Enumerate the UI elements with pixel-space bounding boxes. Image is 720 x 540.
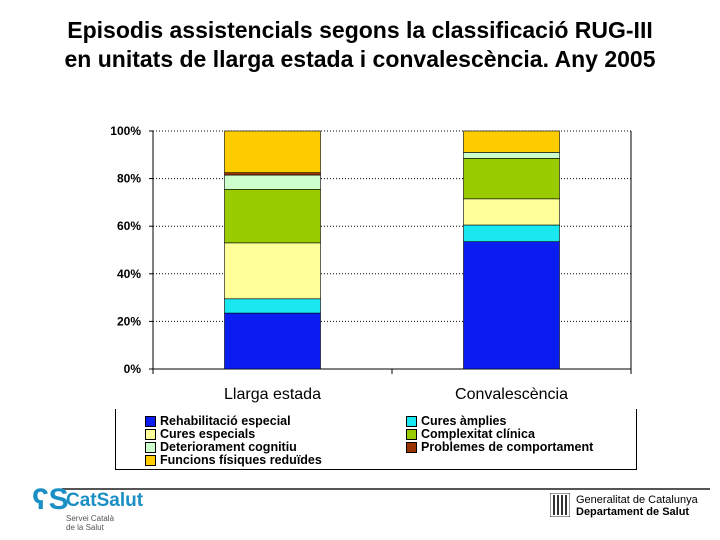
catsalut-subtitle: Servei Català de la Salut (66, 514, 114, 532)
legend-swatch (406, 416, 417, 427)
legend-item: Problemes de comportament (406, 441, 593, 454)
legend-item: Rehabilitació especial (145, 415, 291, 428)
catsalut-name: CatSalut (66, 490, 144, 511)
legend-item: Complexitat clínica (406, 428, 535, 441)
legend-swatch (145, 429, 156, 440)
catsalut-subtitle-line-2: de la Salut (66, 523, 104, 532)
bar-segment (463, 224, 560, 242)
legend-label: Deteriorament cognitiu (160, 440, 297, 454)
bar-segment (224, 172, 321, 176)
y-tick-label: 60% (117, 219, 141, 233)
legend-item: Funcions físiques reduïdes (145, 454, 322, 467)
bar-segment (224, 242, 321, 300)
bar-segment (224, 312, 321, 370)
legend-swatch (406, 442, 417, 453)
bar-segment (463, 152, 560, 159)
y-tick-label: 20% (117, 314, 141, 328)
x-tick-label: Convalescència (455, 386, 568, 403)
title-line-1: Episodis assistencials segons la classif… (67, 17, 653, 43)
legend-label: Funcions físiques reduïdes (160, 453, 322, 467)
generalitat-emblem-icon (550, 493, 570, 517)
bar-segment (463, 130, 560, 153)
bar-segment (463, 158, 560, 200)
legend-label: Cures àmplies (421, 414, 507, 428)
x-tick-label: Llarga estada (224, 386, 321, 403)
department-name: Departament de Salut (576, 506, 690, 518)
legend-label: Rehabilitació especial (160, 414, 291, 428)
bar-segment (463, 198, 560, 226)
bar-segment (463, 241, 560, 370)
legend-swatch (145, 416, 156, 427)
y-tick-label: 0% (124, 362, 142, 376)
legend-item: Deteriorament cognitiu (145, 441, 297, 454)
title-line-2: en unitats de llarga estada i convalescè… (64, 46, 656, 72)
catsalut-mark-icon: ʕS (32, 483, 69, 516)
generalitat-name: Generalitat de Catalunya (576, 494, 698, 506)
generalitat-logo: Generalitat de Catalunya Departament de … (550, 493, 715, 523)
y-tick-label: 100% (110, 124, 141, 138)
legend-swatch (145, 442, 156, 453)
chart-legend: Rehabilitació especial Cures àmplies Cures… (115, 409, 637, 470)
legend-swatch (406, 429, 417, 440)
bar-segment (224, 130, 321, 173)
legend-swatch (145, 455, 156, 466)
catsalut-logo: ʕS CatSalut Servei Català de la Salut (30, 485, 170, 535)
bar-segment (224, 189, 321, 244)
catsalut-subtitle-line-1: Servei Català (66, 514, 115, 523)
chart-title: Episodis assistencials segons la classif… (0, 16, 720, 74)
legend-label: Cures especials (160, 427, 256, 441)
y-tick-label: 40% (117, 267, 141, 281)
footer-divider (62, 488, 710, 490)
y-tick-label: 80% (117, 172, 141, 186)
bar-segment (224, 174, 321, 190)
legend-label: Problemes de comportament (421, 440, 594, 454)
legend-item: Cures àmplies (406, 415, 506, 428)
legend-item: Cures especials (145, 428, 255, 441)
legend-label: Complexitat clínica (421, 427, 535, 441)
bar-segment (224, 298, 321, 314)
